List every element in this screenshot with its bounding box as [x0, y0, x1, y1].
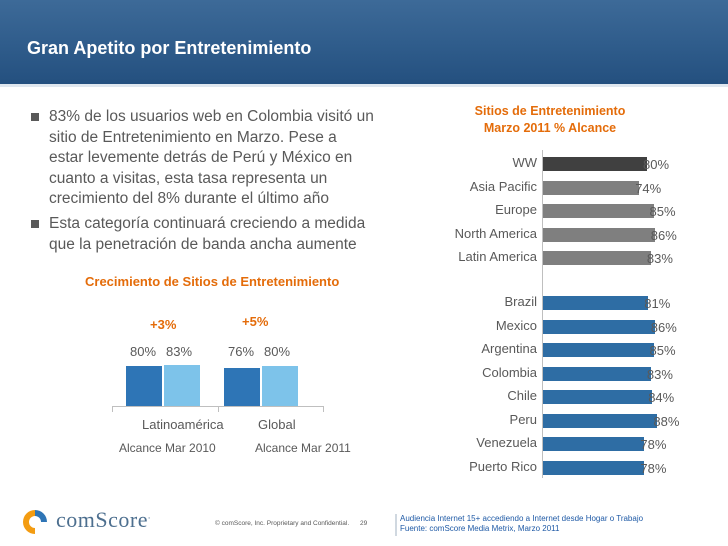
comscore-logo-icon: [23, 510, 47, 534]
reach-bar: [543, 227, 655, 242]
header-rule: [0, 84, 728, 87]
reach-bar: [543, 390, 653, 404]
reach-bar: [543, 437, 645, 451]
reach-chart-title: Sitios de Entretenimiento Marzo 2011 % A…: [472, 103, 628, 137]
category-label: Europe: [495, 202, 537, 217]
value-label: 86%: [650, 319, 677, 335]
bullet-square-icon: [31, 220, 39, 228]
legend-2011: Alcance Mar 2011: [255, 441, 351, 455]
bullet-1-line: cuanto a visitas, esta tasa representa u…: [49, 169, 328, 187]
tick: [218, 406, 219, 412]
value-label: 83%: [646, 366, 673, 382]
category-label: Puerto Rico: [469, 458, 537, 474]
growth-annotation: +3%: [150, 317, 177, 332]
footer-divider: [395, 514, 397, 536]
value-label: 78%: [640, 437, 667, 452]
growth-annotation: +5%: [242, 314, 269, 329]
legend-2010: Alcance Mar 2010: [119, 441, 216, 455]
category-label: North America: [454, 225, 537, 241]
category-label: Brazil: [504, 294, 537, 309]
bar-2011: [164, 364, 200, 406]
bar-2011-label: 83%: [166, 344, 193, 359]
bar-2011: [262, 366, 298, 406]
reach-chart-title-line1: Sitios de Entretenimiento: [474, 104, 626, 118]
value-label: 85%: [649, 343, 676, 358]
bar-2010: [126, 366, 162, 406]
reach-bar: [543, 251, 651, 265]
bullet-2-line: Esta categoría continuará creciendo a me…: [49, 215, 366, 232]
bar-2010-label: 76%: [228, 344, 255, 359]
bullet-2-line: que la penetración de banda ancha aument…: [49, 235, 357, 253]
value-label: 83%: [646, 251, 673, 266]
bar-2010-label: 80%: [130, 344, 157, 359]
comscore-brand: comScore.: [56, 507, 151, 533]
source-note: Audiencia Internet 15+ accediendo a Inte…: [400, 514, 643, 534]
source-line-1: Audiencia Internet 15+ accediendo a Inte…: [400, 514, 644, 523]
category-label: Chile: [507, 388, 537, 403]
reach-bar: [543, 343, 654, 357]
reach-bar: [543, 157, 647, 171]
reach-bar: [543, 460, 645, 475]
bullet-1-line: estar levemente detrás de Perú y México …: [49, 149, 353, 166]
group-label: Global: [258, 417, 296, 432]
bullet-1-line: 83% de los usuarios web en Colombia visi…: [49, 108, 374, 125]
reach-bar: [543, 413, 658, 428]
category-label: Peru: [509, 411, 537, 427]
reach-bar: [543, 296, 649, 310]
growth-chart-title: Crecimiento de Sitios de Entretenimiento: [85, 274, 340, 289]
value-label: 80%: [643, 157, 670, 172]
category-label: Latin America: [458, 249, 537, 264]
category-label: Mexico: [495, 317, 537, 333]
tick: [323, 406, 324, 412]
value-label: 86%: [650, 227, 677, 243]
category-label: Argentina: [481, 341, 537, 356]
brand-tm: .: [147, 510, 151, 521]
bar-2010: [224, 368, 260, 406]
value-label: 78%: [640, 460, 667, 476]
category-label: WW: [512, 155, 537, 170]
value-label: 85%: [649, 204, 676, 219]
bullet-1-line: sitio de Entretenimiento en Marzo. Pese …: [49, 128, 337, 146]
slide-header: Gran Apetito por Entretenimiento: [0, 0, 728, 84]
value-label: 81%: [644, 296, 671, 311]
reach-bar: [543, 366, 651, 381]
bullet-1-line: crecimiento del 8% durante el último año: [49, 190, 330, 207]
bar-2011-label: 80%: [264, 344, 291, 359]
reach-chart-title-line2: Marzo 2011 % Alcance: [483, 121, 617, 135]
tick: [112, 406, 113, 412]
page-number: 29: [360, 520, 368, 527]
value-label: 88%: [653, 413, 680, 429]
value-label: 74%: [635, 180, 662, 196]
category-label: Venezuela: [476, 435, 537, 450]
value-label: 84%: [648, 390, 675, 405]
bullet-square-icon: [31, 113, 39, 121]
reach-bar: [543, 204, 654, 218]
axis-line-left: [542, 150, 543, 478]
group-label: Latinoamérica: [142, 417, 224, 432]
copyright-text: © comScore, Inc. Proprietary and Confide…: [215, 520, 350, 527]
source-line-2: Fuente: comScore Media Metrix, Marzo 201…: [400, 524, 560, 533]
brand-name: comScore: [56, 507, 148, 532]
reach-bar: [543, 319, 655, 334]
category-label: Colombia: [482, 364, 537, 380]
reach-bar: [543, 180, 640, 195]
category-label: Asia Pacific: [469, 178, 537, 194]
slide-title: Gran Apetito por Entretenimiento: [27, 38, 312, 58]
